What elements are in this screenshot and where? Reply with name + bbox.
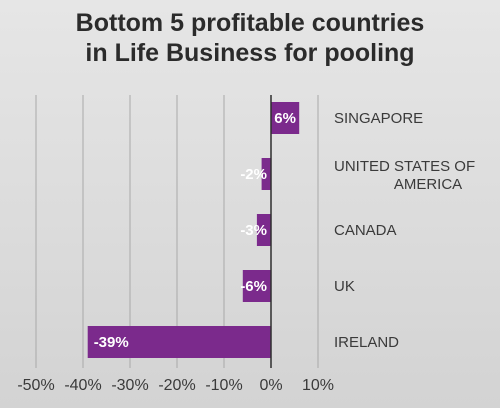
data-labels: 6% -2% -3% -6% -39% — [94, 110, 296, 351]
category-label: UK — [334, 278, 355, 295]
x-tick-label: -30% — [111, 377, 148, 394]
bars — [87, 102, 300, 358]
x-tick-label: 10% — [302, 377, 334, 394]
x-tick-label: -20% — [158, 377, 195, 394]
bar — [271, 102, 300, 134]
chart-title-line-2: in Life Business for pooling — [85, 39, 415, 67]
bar — [256, 214, 271, 246]
bar — [261, 158, 271, 190]
bar — [87, 326, 271, 358]
x-tick-label: -50% — [17, 377, 54, 394]
x-tick-labels: -50% -40% -30% -20% -10% 0% 10% — [17, 377, 334, 394]
chart-title-line-1: Bottom 5 profitable countries — [75, 9, 425, 37]
data-label: -6% — [240, 278, 267, 295]
category-label: CANADA — [334, 222, 397, 239]
data-label: -39% — [94, 334, 129, 351]
category-label: SINGAPORE — [334, 110, 423, 127]
data-label: 6% — [274, 110, 296, 127]
data-label: -2% — [240, 166, 267, 183]
category-label: IRELAND — [334, 334, 399, 351]
x-tick-label: -10% — [205, 377, 242, 394]
category-labels: SINGAPORE UNITED STATES OF AMERICA CANADA UK… — [334, 110, 475, 351]
chart-title: Bottom 5 profitable countries in Life Bu… — [0, 8, 500, 68]
x-tick-label: -40% — [64, 377, 101, 394]
bar — [242, 270, 271, 302]
category-label: UNITED STATES OF AMERICA — [334, 158, 475, 193]
grid-lines — [35, 95, 319, 368]
x-tick-label: 0% — [259, 377, 282, 394]
data-label: -3% — [240, 222, 267, 239]
